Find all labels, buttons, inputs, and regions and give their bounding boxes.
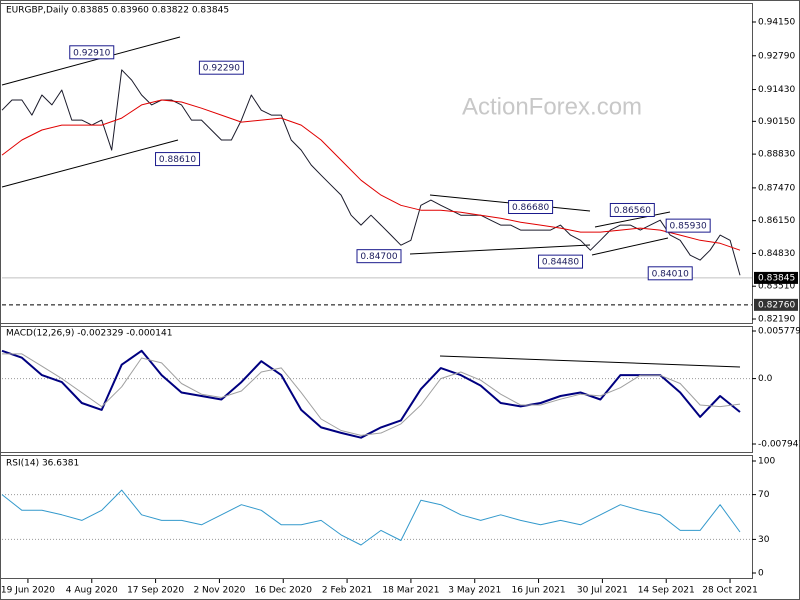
y-tick-label: 0.84830 [758,249,795,259]
x-tick-label: 4 Aug 2020 [66,586,118,596]
x-tick-label: 18 Mar 2021 [382,586,439,596]
panel-title: EURGBP,Daily 0.83885 0.83960 0.83822 0.8… [6,6,229,16]
annotation-box [508,200,554,215]
annotation-label: 0.86560 [614,206,651,216]
panel-title: MACD(12,26,9) -0.002329 -0.000141 [6,329,172,339]
price-panel [0,3,753,324]
annotation-box [69,45,115,60]
x-tick-label: 16 Jun 2021 [511,586,565,596]
y-tick-label: 0.83510 [758,282,795,292]
annotation-label: 0.92910 [73,48,110,58]
annotation-box [538,254,584,269]
y-tick-label: 0.005779 [758,327,800,337]
annotation-box [609,202,655,217]
y-tick-label: 0.0 [758,374,773,384]
y-tick-label: 100 [758,457,775,467]
annotation-label: 0.86680 [512,203,549,213]
y-tick-label: 0.86150 [758,216,795,226]
annotation-box [356,249,402,264]
macd-trendline [439,355,741,368]
annotation-label: 0.92290 [203,64,240,74]
x-tick-label: 16 Dec 2020 [255,586,313,596]
range-lower [409,244,591,255]
x-tick-label: 30 Jul 2021 [577,586,628,596]
price-label-box [754,298,798,311]
x-tick-label: 19 Jun 2020 [1,586,55,596]
series-line [1,99,741,251]
y-tick-label: 0 [758,569,764,579]
y-tick-label: -0.007941 [758,440,800,450]
annotation-label: 0.84700 [360,252,397,262]
y-tick-label: 0.90150 [758,117,795,127]
channel-upper [1,36,181,86]
y-tick-label: 0.82190 [758,315,795,325]
watermark: ActionForex.com [462,93,642,120]
annotation-box [665,218,711,233]
y-tick-label: 0.94150 [758,18,795,28]
annotation-box [647,266,693,281]
wedge-lower [591,237,669,256]
annotation-label: 0.84480 [542,258,579,268]
series-line [1,349,741,439]
wedge-upper [594,211,671,228]
price-label-box [754,271,798,284]
annotation-box [155,152,201,167]
price-label: 0.83845 [758,273,795,283]
y-tick-label: 0.92790 [758,51,795,61]
rsi-panel [0,455,753,579]
macd-panel [0,326,753,453]
annotation-label: 0.85930 [670,222,707,232]
series-line [1,69,741,276]
x-tick-label: 3 May 2021 [448,586,501,596]
channel-lower [1,139,179,188]
price-label: 0.82760 [758,300,795,310]
panel-title: RSI(14) 36.6381 [6,459,79,469]
trendlines [1,36,741,368]
y-tick-label: 0.87470 [758,183,795,193]
x-tick-label: 14 Sep 2021 [638,586,695,596]
y-tick-label: 70 [758,490,770,500]
annotation-label: 0.84010 [652,269,689,279]
annotation-label: 0.88610 [159,155,196,165]
x-tick-label: 17 Sep 2020 [127,586,184,596]
y-tick-label: 30 [758,535,770,545]
y-tick-label: 0.88830 [758,150,795,160]
series-line [1,489,741,546]
annotation-box [198,60,244,75]
x-tick-label: 2 Nov 2020 [193,586,245,596]
x-tick-label: 28 Oct 2021 [702,586,758,596]
series-line [2,353,741,436]
x-tick-label: 2 Feb 2021 [322,586,372,596]
y-tick-label: 0.91430 [758,85,795,95]
